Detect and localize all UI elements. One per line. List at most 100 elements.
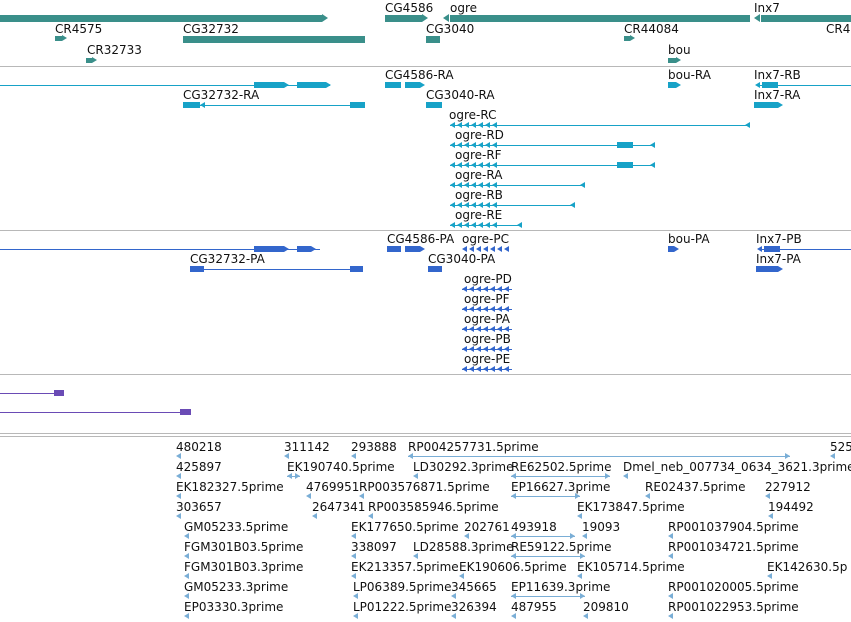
protein-cds[interactable]	[497, 346, 502, 352]
feature-label[interactable]: GM05233.3prime	[184, 580, 289, 594]
protein-strand-arrow[interactable]	[674, 246, 679, 252]
feature-label[interactable]: ogre-RF	[455, 148, 502, 162]
protein-intron[interactable]	[760, 249, 851, 250]
feature-label[interactable]: 525	[830, 440, 851, 454]
feature-label[interactable]: RP001022953.5prime	[668, 600, 799, 614]
est-start-arrow[interactable]	[312, 513, 317, 519]
protein-cds[interactable]	[764, 246, 780, 252]
gene-glyph[interactable]	[0, 15, 322, 22]
feature-label[interactable]: 326394	[451, 600, 497, 614]
feature-label[interactable]: FGM301B03.5prime	[184, 540, 304, 554]
est-span[interactable]	[511, 556, 585, 557]
transcript-intron[interactable]	[200, 105, 350, 106]
protein-strand-arrow[interactable]	[197, 266, 202, 272]
protein-cds[interactable]	[462, 326, 467, 332]
transcript-exon[interactable]	[450, 122, 455, 128]
est-start-arrow[interactable]	[451, 613, 456, 619]
feature-label[interactable]: CR4	[826, 22, 851, 36]
transcript-exon[interactable]	[183, 102, 200, 108]
transcript-strand-arrow[interactable]	[570, 202, 575, 208]
feature-label[interactable]: CG3040	[426, 22, 475, 36]
transcript-exon[interactable]	[457, 122, 462, 128]
gene-strand-arrow[interactable]	[630, 35, 635, 41]
est-span[interactable]	[287, 476, 300, 477]
feature-label[interactable]: CG32732-PA	[190, 252, 265, 266]
feature-label[interactable]: bou-PA	[668, 232, 710, 246]
protein-cds[interactable]	[483, 346, 488, 352]
est-span[interactable]	[511, 476, 610, 477]
protein-cds[interactable]	[504, 286, 509, 292]
est-start-arrow[interactable]	[413, 553, 418, 559]
est-start-arrow[interactable]	[577, 573, 582, 579]
protein-cds[interactable]	[462, 366, 467, 372]
est-start-arrow[interactable]	[184, 613, 189, 619]
feature-label[interactable]: 487955	[511, 600, 557, 614]
feature-label[interactable]: EK182327.5prime	[176, 480, 284, 494]
protein-cds[interactable]	[504, 306, 509, 312]
transcript-exon[interactable]	[464, 122, 469, 128]
transcript-exon[interactable]	[485, 182, 490, 188]
protein-strand-arrow[interactable]	[420, 246, 425, 252]
est-start-arrow[interactable]	[353, 613, 358, 619]
est-start-arrow[interactable]	[668, 613, 673, 619]
protein-cds[interactable]	[405, 246, 420, 252]
protein-strand-arrow[interactable]	[311, 246, 316, 252]
est-start-arrow[interactable]	[511, 533, 516, 539]
transcript-exon[interactable]	[471, 122, 476, 128]
feature-label[interactable]: 493918	[511, 520, 557, 534]
feature-label[interactable]: Dmel_neb_007734_0634_3621.3prime	[623, 460, 851, 474]
est-start-arrow[interactable]	[582, 533, 587, 539]
est-start-arrow[interactable]	[830, 453, 835, 459]
transcript-exon[interactable]	[762, 82, 778, 88]
feature-label[interactable]: CG3040-PA	[428, 252, 496, 266]
transcript-intron[interactable]	[450, 165, 655, 166]
est-start-arrow[interactable]	[623, 473, 628, 479]
protein-cds[interactable]	[497, 366, 502, 372]
est-start-arrow[interactable]	[368, 513, 373, 519]
est-start-arrow[interactable]	[351, 573, 356, 579]
gene-strand-arrow[interactable]	[322, 14, 328, 22]
feature-label[interactable]: LD30292.3prime	[413, 460, 514, 474]
feature-label[interactable]: 194492	[768, 500, 814, 514]
transcript-exon[interactable]	[478, 142, 483, 148]
protein-cds[interactable]	[483, 246, 488, 252]
feature-label[interactable]: RE02437.5prime	[645, 480, 746, 494]
feature-label[interactable]: EK190606.5prime	[459, 560, 567, 574]
transcript-strand-arrow[interactable]	[200, 102, 205, 108]
feature-line[interactable]	[0, 412, 180, 413]
feature-label[interactable]: EK105714.5prime	[577, 560, 685, 574]
protein-cds[interactable]	[476, 366, 481, 372]
transcript-strand-arrow[interactable]	[326, 82, 331, 88]
feature-label[interactable]: ogre-PA	[464, 312, 511, 326]
gene-glyph[interactable]	[426, 36, 440, 43]
feature-label[interactable]: 4769951	[306, 480, 360, 494]
est-end-arrow[interactable]	[570, 533, 575, 539]
protein-cds[interactable]	[476, 326, 481, 332]
gene-strand-arrow[interactable]	[676, 57, 681, 63]
est-start-arrow[interactable]	[184, 593, 189, 599]
transcript-strand-arrow[interactable]	[420, 82, 425, 88]
protein-strand-arrow[interactable]	[284, 246, 289, 252]
feature-label[interactable]: CG4586	[385, 1, 434, 15]
protein-intron[interactable]	[0, 249, 320, 250]
est-span[interactable]	[511, 596, 585, 597]
protein-cds[interactable]	[469, 366, 474, 372]
transcript-strand-arrow[interactable]	[778, 102, 783, 108]
feature-label[interactable]: ogre-RA	[455, 168, 503, 182]
est-end-arrow[interactable]	[605, 473, 610, 479]
est-start-arrow[interactable]	[668, 593, 673, 599]
transcript-exon[interactable]	[464, 202, 469, 208]
gene-strand-arrow[interactable]	[92, 57, 97, 63]
est-end-arrow[interactable]	[580, 593, 585, 599]
protein-strand-arrow[interactable]	[778, 266, 783, 272]
transcript-exon[interactable]	[464, 142, 469, 148]
transcript-exon[interactable]	[492, 122, 497, 128]
transcript-exon[interactable]	[478, 202, 483, 208]
transcript-exon[interactable]	[350, 102, 365, 108]
transcript-intron[interactable]	[758, 85, 851, 86]
protein-cds[interactable]	[462, 346, 467, 352]
protein-cds[interactable]	[490, 326, 495, 332]
gene-glyph[interactable]	[450, 15, 750, 22]
protein-cds[interactable]	[428, 266, 442, 272]
feature-label[interactable]: 338097	[351, 540, 397, 554]
